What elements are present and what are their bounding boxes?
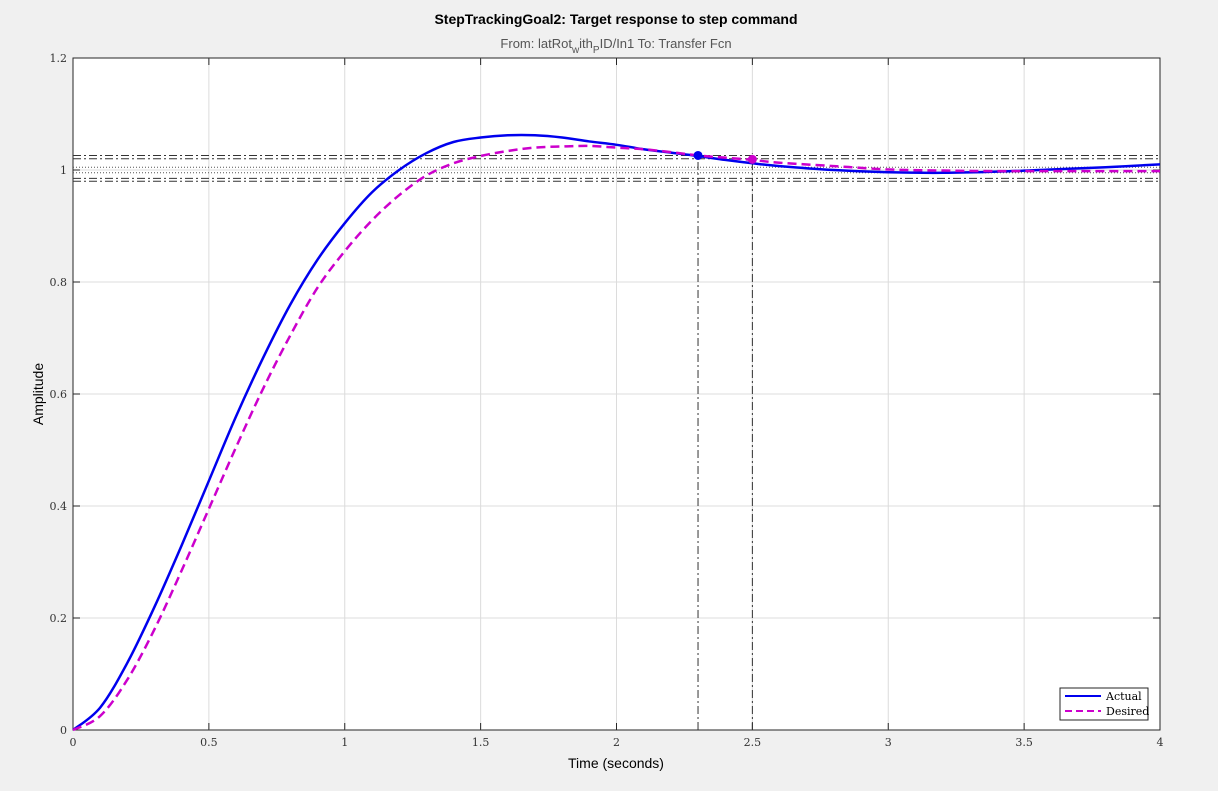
x-tick-label: 2 <box>613 736 620 749</box>
x-tick-label: 0.5 <box>200 736 218 749</box>
x-tick-label: 3.5 <box>1015 736 1033 749</box>
legend-label-desired: Desired <box>1106 705 1149 718</box>
x-tick-label: 3 <box>885 736 892 749</box>
x-tick-labels: 0 0.5 1 1.5 2 2.5 3 3.5 4 <box>70 736 1164 749</box>
x-tick-label: 1.5 <box>472 736 490 749</box>
marker-group <box>693 150 757 164</box>
series-line-desired <box>72 144 1160 732</box>
chart-subtitle: From: latRotwithPID/In1 To: Transfer Fcn <box>500 36 731 56</box>
settling-marker <box>747 154 757 164</box>
legend: Actual Desired <box>1059 687 1149 721</box>
y-axis-label: Amplitude <box>30 363 46 425</box>
x-tick-label: 1 <box>341 736 348 749</box>
subtitle-mid: ith <box>579 36 593 51</box>
y-tick-label: 0.8 <box>50 276 68 289</box>
subtitle-subscript-1: w <box>571 45 580 56</box>
y-tick-label: 1.2 <box>50 52 68 65</box>
subtitle-suffix: ID/In1 To: Transfer Fcn <box>600 36 732 51</box>
subtitle-subscript-2: P <box>593 45 600 56</box>
x-tick-label: 2.5 <box>744 736 762 749</box>
legend-box <box>1059 687 1149 721</box>
y-tick-label: 0 <box>60 724 67 737</box>
reference-lines <box>73 153 1160 730</box>
y-tick-labels: 0 0.2 0.4 0.6 0.8 1 1.2 <box>50 52 68 737</box>
legend-label-actual: Actual <box>1105 690 1142 703</box>
x-tick-label: 0 <box>70 736 77 749</box>
settling-marker <box>693 150 703 160</box>
y-tick-label: 0.6 <box>50 388 68 401</box>
subtitle-prefix: From: latRot <box>500 36 572 51</box>
y-tick-label: 0.2 <box>50 612 68 625</box>
series-group <box>72 133 1161 732</box>
x-tick-label: 4 <box>1157 736 1164 749</box>
chart-title: StepTrackingGoal2: Target response to st… <box>434 11 797 27</box>
y-tick-label: 0.4 <box>50 500 68 513</box>
x-axis-label: Time (seconds) <box>568 755 664 771</box>
y-tick-label: 1 <box>60 164 67 177</box>
series-line-actual <box>72 133 1161 731</box>
